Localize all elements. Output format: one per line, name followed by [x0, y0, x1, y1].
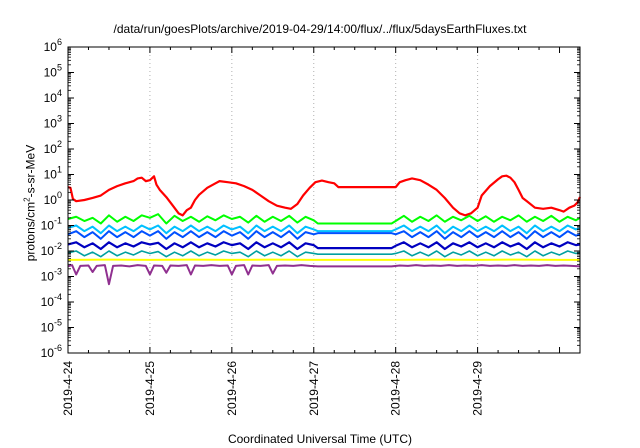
y-tick-label: 10-4 [41, 292, 62, 309]
y-tick-label: 106 [44, 37, 62, 54]
x-tick-label: 2019-4-27 [307, 361, 321, 416]
y-tick-label: 100 [44, 190, 62, 207]
y-tick-label: 10-5 [41, 318, 62, 335]
series-line [67, 230, 581, 240]
y-tick-label: 105 [44, 63, 62, 80]
y-tick-label: 103 [44, 114, 62, 131]
y-tick-label: 101 [44, 165, 62, 182]
series-line [67, 241, 581, 251]
x-tick-label: 2019-4-26 [225, 361, 239, 416]
series-line [67, 174, 582, 217]
x-tick-label: 2019-4-28 [389, 361, 403, 416]
y-tick-label: 10-6 [41, 343, 62, 360]
series-line [67, 250, 581, 258]
y-tick-label: 10-1 [41, 216, 62, 233]
x-tick-label: 2019-4-25 [143, 361, 157, 416]
plot-frame [67, 46, 581, 354]
y-tick-label: 104 [44, 88, 62, 105]
y-tick-label: 10-2 [41, 241, 62, 258]
series-line [67, 264, 581, 286]
series-line [67, 224, 581, 235]
x-tick-label: 2019-4-24 [61, 361, 75, 416]
y-tick-label: 10-3 [41, 267, 62, 284]
chart-title: /data/run/goesPlots/archive/2019-04-29/1… [113, 22, 527, 36]
x-tick-label: 2019-4-29 [471, 361, 485, 416]
series-line [67, 213, 581, 225]
y-tick-label: 102 [44, 139, 62, 156]
x-axis-label: Coordinated Universal Time (UTC) [227, 432, 413, 446]
